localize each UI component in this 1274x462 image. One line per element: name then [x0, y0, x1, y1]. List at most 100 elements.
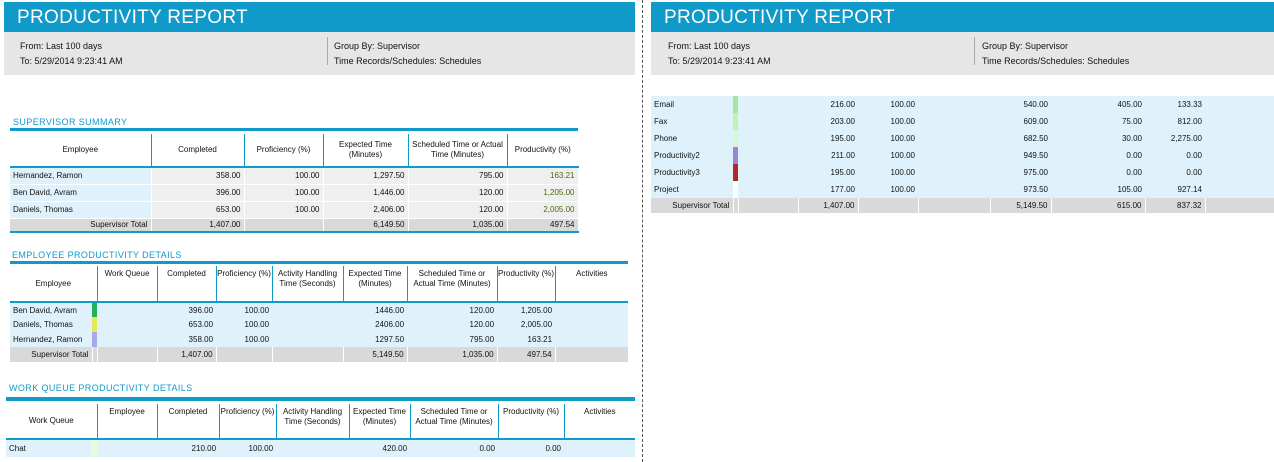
report-title-2: PRODUCTIVITY REPORT — [651, 2, 1274, 32]
color-swatch — [92, 332, 98, 347]
table-cell: 927.14 — [1145, 181, 1205, 198]
table-cell: 210.00 — [157, 439, 220, 457]
table-cell: 100.00 — [858, 164, 918, 181]
to-label-2: To: 5/29/2014 9:23:41 AM — [668, 56, 771, 66]
column-header: Productivity (%) — [498, 404, 565, 439]
table-cell: 653.00 — [157, 317, 217, 332]
table-cell: 2,406.00 — [323, 201, 409, 219]
table-header-row: Employee Work Queue Completed Proficiency (… — [10, 266, 629, 302]
table-row: Chat 210.00 100.00 420.00 0.00 0.00 — [6, 439, 636, 457]
table-cell: 100.00 — [244, 201, 324, 219]
table-cell: 358.00 — [157, 332, 217, 347]
table-cell — [738, 181, 798, 198]
table-cell: 837.32 — [1145, 198, 1206, 213]
report-page-1: PRODUCTIVITY REPORT From: Last 100 days T… — [4, 2, 636, 457]
employee-details-title: EMPLOYEE PRODUCTIVITY DETAILS — [12, 250, 182, 260]
table-cell: 975.00 — [990, 164, 1051, 181]
table-cell: 973.50 — [990, 181, 1051, 198]
color-swatch — [733, 147, 738, 164]
table-cell — [738, 198, 799, 213]
table-cell — [564, 439, 636, 457]
column-header: Employee — [10, 266, 98, 302]
table-row: Hernandez, Ramon 358.00 100.00 1297.50 795.0… — [10, 332, 629, 347]
table-cell: 0.00 — [1051, 164, 1145, 181]
table-cell — [918, 130, 990, 147]
table-cell: 0.00 — [498, 439, 565, 457]
table-cell: Supervisor Total — [651, 198, 734, 213]
table-cell — [244, 218, 324, 232]
supervisor-summary-title: SUPERVISOR SUMMARY — [13, 117, 128, 127]
table-cell: 120.00 — [407, 317, 498, 332]
report-info-2: From: Last 100 days To: 5/29/2014 9:23:41… — [651, 32, 1274, 75]
table-cell: 75.00 — [1051, 113, 1145, 130]
time-records-label: Time Records/Schedules: Schedules — [334, 56, 482, 66]
table-cell: Productivity2 — [651, 147, 733, 164]
table-cell — [1205, 181, 1274, 198]
column-header: Expected Time (Minutes) — [343, 266, 408, 302]
table-cell — [738, 130, 798, 147]
table-cell: 653.00 — [151, 201, 245, 219]
table-row: Ben David, Avram 396.00 100.00 1446.00 120.0… — [10, 302, 629, 317]
table-cell — [555, 332, 629, 347]
column-header: Activities — [575, 269, 608, 278]
table-cell: 682.50 — [990, 130, 1051, 147]
column-header: Proficiency (%) — [216, 266, 273, 302]
table-cell — [92, 347, 98, 362]
column-header: Activity Handling Time (Seconds) — [272, 266, 344, 302]
table-cell: 1,407.00 — [798, 198, 859, 213]
table-cell: 609.00 — [990, 113, 1051, 130]
table-cell: 100.00 — [858, 147, 918, 164]
table-cell: 540.00 — [990, 96, 1051, 113]
color-swatch — [733, 164, 738, 181]
column-header: Scheduled Time or Actual Time (Minutes) — [408, 134, 508, 167]
table-cell: 795.00 — [407, 332, 498, 347]
table-cell: 420.00 — [349, 439, 411, 457]
column-header: Completed — [151, 134, 245, 167]
table-cell — [1205, 147, 1274, 164]
table-cell — [738, 147, 798, 164]
table-header-row: Employee Completed Proficiency (%) Expected… — [10, 134, 578, 167]
table-row: Phone 195.00 100.00 682.50 30.00 2,275.00 — [651, 130, 1274, 147]
time-records-label-2: Time Records/Schedules: Schedules — [982, 56, 1130, 66]
table-cell: Hernandez, Ramon — [10, 167, 152, 185]
page-divider — [642, 0, 643, 462]
table-row: Hernandez, Ramon 358.00 100.00 1,297.50 795.… — [10, 167, 579, 185]
table-cell: 120.00 — [408, 201, 508, 219]
table-cell: Daniels, Thomas — [10, 201, 152, 219]
table-cell: 949.50 — [990, 147, 1051, 164]
table-cell: 615.00 — [1051, 198, 1146, 213]
table-cell: 1297.50 — [343, 332, 408, 347]
table-cell: 163.21 — [507, 167, 579, 185]
table-cell — [97, 302, 158, 317]
table-cell: Chat — [6, 439, 91, 457]
column-header: Proficiency (%) — [244, 134, 324, 167]
column-header: Completed — [157, 266, 217, 302]
table-row: Email 216.00 100.00 540.00 405.00 133.33 — [651, 96, 1274, 113]
table-cell: 100.00 — [219, 439, 277, 457]
color-swatch — [92, 302, 98, 317]
column-header: Productivity (%) — [514, 145, 571, 154]
table-cell — [555, 347, 629, 362]
table-cell — [216, 347, 273, 362]
table-cell: 396.00 — [157, 302, 217, 317]
table-cell — [97, 332, 158, 347]
table-cell — [738, 113, 798, 130]
table-cell: Supervisor Total — [10, 347, 93, 362]
total-row: Supervisor Total 1,407.00 6,149.50 1,035.00… — [10, 218, 579, 232]
table-cell — [276, 439, 350, 457]
column-header: Employee — [97, 404, 158, 439]
table-cell: 120.00 — [408, 184, 508, 202]
total-row: Supervisor Total 1,407.00 5,149.50 1,035.00… — [10, 347, 629, 362]
table-cell: 497.54 — [497, 347, 556, 362]
table-cell — [97, 439, 158, 457]
table-cell — [97, 347, 158, 362]
column-header: Scheduled Time or Actual Time (Minutes) — [410, 404, 499, 439]
table-header-row: Work Queue Employee Completed Proficiency (… — [6, 404, 636, 439]
table-cell: 6,149.50 — [323, 218, 409, 232]
work-queue-details-title: WORK QUEUE PRODUCTIVITY DETAILS — [9, 383, 193, 393]
table-cell: 100.00 — [244, 167, 324, 185]
column-header: Scheduled Time or Actual Time (Minutes) — [407, 266, 498, 302]
table-cell — [733, 198, 739, 213]
table-cell: 1,407.00 — [151, 218, 245, 232]
column-header: Expected Time (Minutes) — [323, 134, 409, 167]
